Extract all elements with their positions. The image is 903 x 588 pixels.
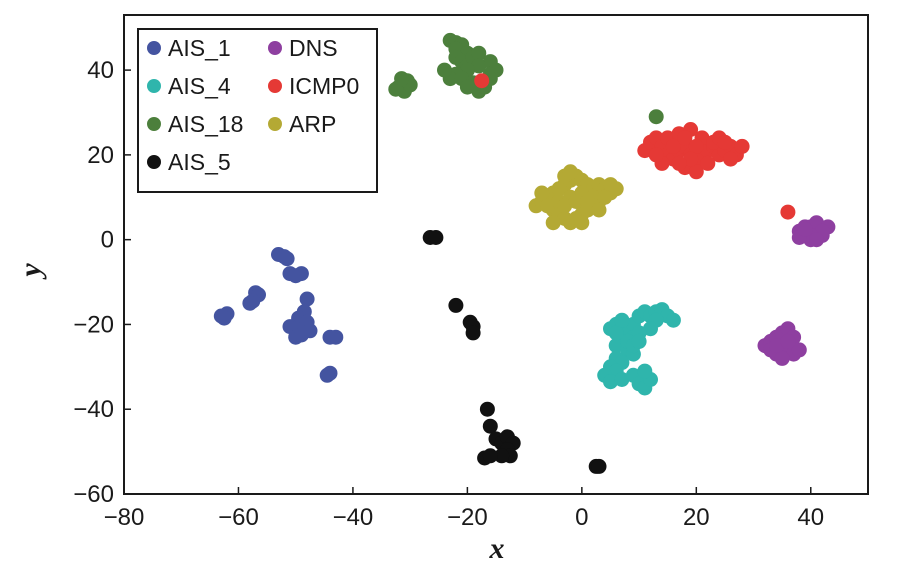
point-dns-28 <box>780 333 796 349</box>
legend-marker-icmp0 <box>268 79 282 93</box>
legend-label-ais-4: AIS_4 <box>168 73 231 99</box>
x-tick-label: −60 <box>218 504 259 531</box>
point-ais-4-28 <box>637 363 653 379</box>
legend-marker-dns <box>268 41 282 55</box>
point-ais-18-31 <box>648 109 664 125</box>
point-ais-18-23 <box>437 62 452 78</box>
point-ais-5-1 <box>428 230 444 245</box>
point-arp-35 <box>545 215 561 231</box>
legend-label-arp: ARP <box>289 111 336 137</box>
point-icmp0-30 <box>677 130 693 146</box>
point-icmp0-31 <box>688 138 704 154</box>
point-icmp0-32 <box>734 138 750 154</box>
point-ais-4-22 <box>603 374 618 390</box>
point-ais-4-23 <box>614 372 630 387</box>
legend-marker-ais-18 <box>147 117 161 131</box>
x-tick-label: 20 <box>683 504 710 531</box>
x-tick-label: 0 <box>575 504 588 531</box>
point-arp-34 <box>574 215 590 231</box>
y-axis-label: y <box>14 263 47 280</box>
point-ais-5-7 <box>482 418 498 434</box>
y-tick-label: −40 <box>73 396 114 423</box>
point-arp-36 <box>591 202 607 218</box>
point-icmp0-28 <box>723 151 739 167</box>
point-ais-1-9 <box>279 251 295 267</box>
y-tick-label: −60 <box>73 481 114 508</box>
legend-label-icmp0: ICMP0 <box>289 73 359 99</box>
point-ais-4-34 <box>614 312 630 328</box>
legend-label-ais-1: AIS_1 <box>168 35 231 61</box>
point-ais-18-15 <box>471 45 487 61</box>
point-ais-4-14 <box>608 338 624 354</box>
point-ais-4-11 <box>665 312 681 328</box>
x-axis: −80 −60 −40 −20 0 20 40 <box>104 487 824 531</box>
point-ais-1-2 <box>216 310 232 326</box>
point-ais-18-19 <box>471 58 487 74</box>
point-ais-18-26 <box>459 79 475 95</box>
y-tick-label: 20 <box>87 142 114 169</box>
point-ais-1-21 <box>302 323 318 339</box>
point-ais-5-18 <box>591 458 607 474</box>
point-ais-4-36 <box>631 333 647 349</box>
point-ais-5-5 <box>465 325 481 341</box>
x-tick-label: −20 <box>447 504 488 531</box>
legend: AIS_1 AIS_4 AIS_18 AIS_5 DNS ICMP0 ARP <box>137 28 378 193</box>
y-axis: −60 −40 −20 0 20 40 <box>73 57 131 508</box>
point-icmp0-26 <box>665 138 681 154</box>
legend-label-ais-5: AIS_5 <box>168 149 231 175</box>
point-ais-5-6 <box>479 401 495 417</box>
point-ais-4-33 <box>608 325 624 341</box>
point-arp-39 <box>534 185 550 201</box>
points-layer <box>213 32 836 474</box>
y-tick-label: 40 <box>87 57 114 84</box>
x-axis-label: x <box>489 532 505 565</box>
point-icmp0-37 <box>780 204 796 220</box>
x-tick-label: −80 <box>104 504 145 531</box>
point-dns-13 <box>797 221 813 237</box>
point-dns-26 <box>768 338 784 354</box>
point-ais-18-5 <box>394 71 410 87</box>
y-tick-label: −20 <box>73 311 114 338</box>
point-ais-1-13 <box>299 291 315 307</box>
x-tick-label: 40 <box>797 504 824 531</box>
point-icmp0-35 <box>717 134 733 150</box>
legend-marker-ais-4 <box>147 79 161 93</box>
point-arp-31 <box>580 194 596 209</box>
legend-label-ais-18: AIS_18 <box>168 111 243 137</box>
y-tick-label: 0 <box>101 227 114 254</box>
legend-marker-ais-1 <box>147 41 161 55</box>
point-ais-5-14 <box>494 448 510 464</box>
point-icmp0-23 <box>688 164 704 180</box>
point-ais-4-30 <box>643 321 658 337</box>
point-icmp0-34 <box>671 155 687 171</box>
x-tick-label: −40 <box>333 504 374 531</box>
point-arp-33 <box>562 164 578 180</box>
point-icmp0-24 <box>700 155 716 171</box>
point-dns-25 <box>774 350 790 366</box>
point-icmp0-36 <box>474 73 490 89</box>
point-arp-28 <box>597 189 613 205</box>
legend-marker-arp <box>268 117 282 131</box>
point-icmp0-33 <box>683 151 699 167</box>
point-ais-1-25 <box>319 367 335 383</box>
point-ais-1-6 <box>242 295 258 311</box>
point-dns-27 <box>791 342 807 358</box>
point-arp-23 <box>540 198 555 214</box>
point-arp-29 <box>557 198 573 214</box>
legend-box <box>137 28 378 193</box>
point-ais-1-12 <box>293 266 309 282</box>
point-arp-30 <box>568 194 584 209</box>
point-ais-1-23 <box>328 329 344 345</box>
legend-marker-ais-5 <box>147 155 161 169</box>
point-dns-12 <box>809 232 824 248</box>
point-ais-5-16 <box>482 448 498 464</box>
point-icmp0-29 <box>648 147 664 163</box>
point-arp-38 <box>608 181 624 197</box>
legend-label-dns: DNS <box>289 35 338 61</box>
point-ais-5-2 <box>448 297 464 313</box>
